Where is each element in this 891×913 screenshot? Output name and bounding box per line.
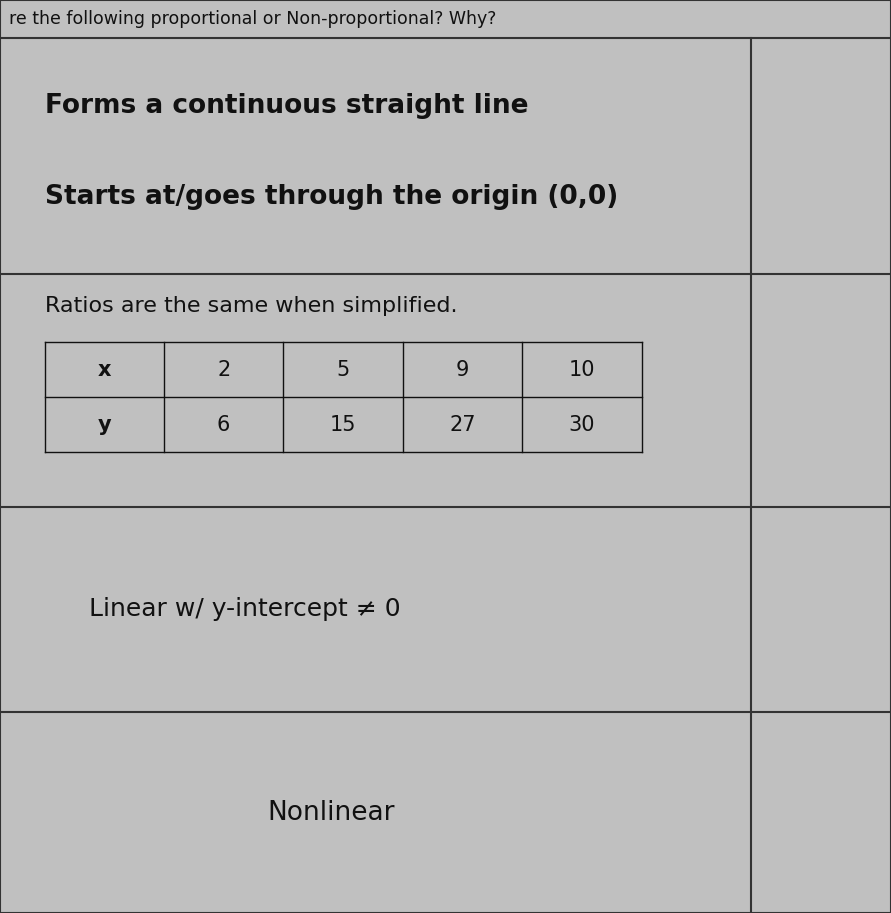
Text: re the following proportional or Non-proportional? Why?: re the following proportional or Non-pro…: [9, 10, 496, 28]
Text: 15: 15: [330, 415, 356, 435]
Text: Starts at/goes through the origin (0,0): Starts at/goes through the origin (0,0): [45, 184, 617, 210]
Text: 6: 6: [217, 415, 231, 435]
Text: 30: 30: [568, 415, 595, 435]
Text: x: x: [97, 360, 111, 380]
Text: 9: 9: [455, 360, 470, 380]
Text: 5: 5: [337, 360, 349, 380]
Text: Forms a continuous straight line: Forms a continuous straight line: [45, 93, 528, 119]
Text: Nonlinear: Nonlinear: [267, 800, 395, 825]
Text: 2: 2: [217, 360, 230, 380]
Text: 27: 27: [449, 415, 476, 435]
Text: Ratios are the same when simplified.: Ratios are the same when simplified.: [45, 296, 457, 316]
Text: y: y: [97, 415, 111, 435]
Text: Linear w/ y-intercept ≠ 0: Linear w/ y-intercept ≠ 0: [89, 597, 401, 622]
Text: 10: 10: [568, 360, 595, 380]
